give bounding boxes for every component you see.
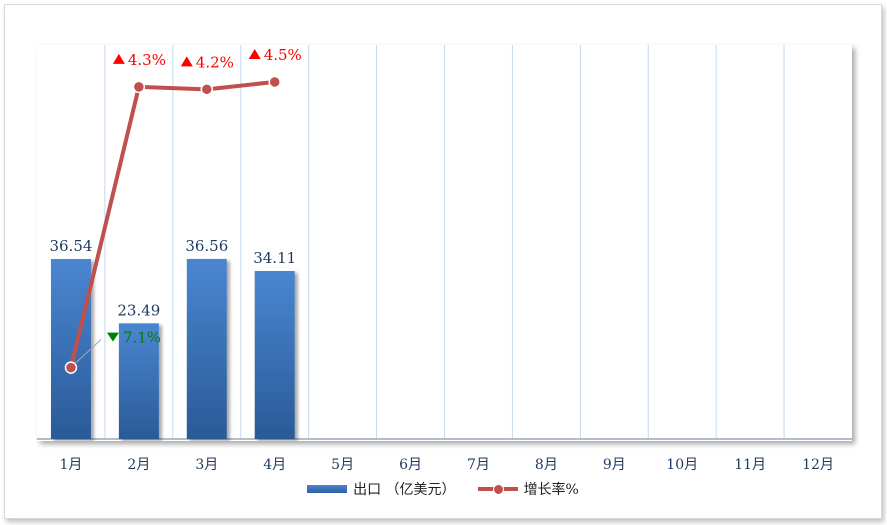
x-tick-label: 6月: [399, 457, 422, 473]
x-tick-label: 9月: [603, 457, 626, 473]
growth-point: [64, 361, 78, 374]
growth-line: [68, 79, 277, 370]
growth-point: [268, 75, 281, 89]
legend: 出口 （亿美元） 增长率%: [5, 479, 881, 499]
growth-point: [200, 83, 214, 96]
bar-value-label: 36.56: [185, 237, 228, 255]
plot-area: 36.54 23.49 36.56 34.11 7.1% 4.3% 4.2% 4.5%: [37, 45, 852, 441]
growth-label: 4.5%: [264, 46, 302, 64]
chart-svg: 36.54 23.49 36.56 34.11 7.1% 4.3% 4.2% 4.5%: [37, 45, 852, 440]
legend-swatch-line: [477, 484, 518, 495]
down-arrow-icon: [106, 332, 119, 342]
x-axis-labels: 1月 2月 3月 4月 5月 6月 7月 8月 9月 10月 11月 12月: [59, 457, 834, 473]
growth-label: 4.3%: [128, 51, 166, 69]
x-tick-label: 12月: [802, 457, 834, 473]
legend-swatch-bar: [307, 485, 348, 493]
x-tick-label: 3月: [195, 457, 218, 473]
bar: [118, 323, 159, 439]
x-tick-label: 4月: [263, 457, 286, 473]
up-arrow-icon: [180, 56, 193, 67]
growth-label: 4.2%: [196, 53, 234, 71]
legend-item-growth: 增长率%: [477, 479, 579, 499]
bar: [254, 271, 295, 439]
bar-value-label: 23.49: [117, 301, 160, 319]
up-arrow-icon: [112, 53, 125, 64]
leader-line: [74, 339, 102, 364]
x-tick-label: 1月: [59, 457, 82, 473]
x-tick-label: 10月: [666, 457, 698, 473]
legend-item-export: 出口 （亿美元）: [307, 479, 456, 499]
bar: [186, 258, 227, 439]
x-tick-label: 8月: [535, 457, 558, 473]
bar-value-label: 36.54: [49, 237, 92, 255]
chart-frame: 36.54 23.49 36.56 34.11 7.1% 4.3% 4.2% 4.5% 出口 …: [4, 4, 882, 519]
growth-point: [132, 80, 146, 94]
growth-label: 7.1%: [123, 329, 161, 347]
legend-label-growth: 增长率%: [523, 482, 579, 498]
up-arrow-icon: [248, 48, 261, 59]
bar-value-label: 34.11: [253, 249, 296, 267]
x-tick-label: 2月: [127, 457, 150, 473]
legend-label-export: 出口 （亿美元）: [353, 482, 456, 498]
x-tick-label: 5月: [331, 457, 354, 473]
x-tick-label: 7月: [467, 457, 490, 473]
bar: [50, 259, 91, 439]
x-tick-label: 11月: [734, 457, 766, 473]
